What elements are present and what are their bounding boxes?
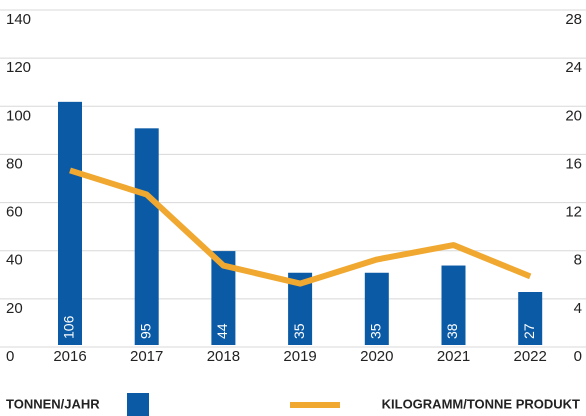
x-tick-label: 2017 <box>130 348 163 365</box>
x-tick-label: 2016 <box>53 348 86 365</box>
y2-tick-label: 0 <box>574 348 582 365</box>
bar-value-label: 38 <box>444 323 460 339</box>
y-tick-label: 40 <box>6 252 23 269</box>
bar-value-label: 35 <box>368 323 384 339</box>
x-tick-label: 2022 <box>514 348 547 365</box>
y-tick-label: 0 <box>6 348 14 365</box>
legend-label: TONNEN/JAHR <box>6 396 100 411</box>
y2-tick-label: 4 <box>574 300 582 317</box>
bar <box>518 292 543 345</box>
x-tick-label: 2019 <box>283 348 316 365</box>
x-tick-label: 2021 <box>437 348 470 365</box>
bar-value-label: 35 <box>291 323 307 339</box>
y2-tick-label: 8 <box>574 252 582 269</box>
legend-label: KILOGRAMM/TONNE PRODUKT <box>382 396 580 411</box>
bar-value-label: 44 <box>214 323 230 339</box>
y-tick-label: 60 <box>6 204 23 221</box>
x-tick-label: 2018 <box>207 348 240 365</box>
bar-value-label: 27 <box>521 323 537 339</box>
y2-tick-label: 16 <box>565 155 582 172</box>
bar <box>134 128 159 345</box>
y-tick-label: 20 <box>6 300 23 317</box>
y-tick-label: 120 <box>6 59 31 76</box>
y-tick-label: 80 <box>6 155 23 172</box>
y2-tick-label: 12 <box>565 204 582 221</box>
bar <box>58 101 82 345</box>
y-tick-label: 100 <box>6 107 31 124</box>
y2-tick-label: 20 <box>565 107 582 124</box>
y2-tick-label: 28 <box>565 11 582 28</box>
y-tick-label: 140 <box>6 11 31 28</box>
bar-value-label: 95 <box>137 323 153 339</box>
line <box>69 167 532 287</box>
y2-tick-label: 24 <box>565 59 582 76</box>
legend-swatch <box>127 393 149 416</box>
x-tick-label: 2020 <box>360 348 393 365</box>
bar <box>441 265 466 345</box>
bar-value-label: 106 <box>61 315 77 339</box>
bar <box>364 272 389 345</box>
